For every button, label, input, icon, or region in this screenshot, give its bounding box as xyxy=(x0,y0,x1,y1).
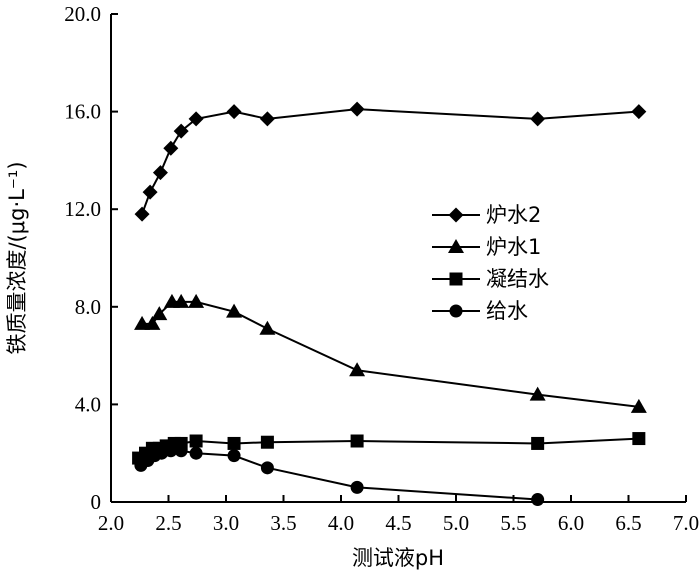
series-triangle xyxy=(134,293,647,413)
data-point-square xyxy=(227,436,241,450)
data-point-square xyxy=(189,434,203,448)
legend-item: 炉水1 xyxy=(432,235,541,259)
data-point-square xyxy=(260,435,274,449)
data-point-triangle xyxy=(188,293,205,308)
series-square xyxy=(132,432,646,465)
data-point-square xyxy=(531,436,545,450)
data-point-diamond xyxy=(173,123,189,139)
data-point-diamond xyxy=(188,111,204,127)
x-tick-label: 5.0 xyxy=(443,511,469,535)
data-point-circle xyxy=(227,449,241,463)
data-point-diamond xyxy=(530,111,546,127)
y-axis-title: 铁质量浓度/(μg·L⁻¹) xyxy=(5,161,29,354)
data-point-circle xyxy=(189,446,203,460)
data-point-triangle xyxy=(144,315,161,330)
y-tick-label: 12.0 xyxy=(64,197,101,221)
data-point-diamond xyxy=(226,104,242,120)
x-tick-label: 3.0 xyxy=(213,511,239,535)
x-tick-label: 4.5 xyxy=(385,511,411,535)
y-tick-label: 4.0 xyxy=(75,392,101,416)
y-ticks: 0 4.0 8.0 12.0 16.0 20.0 xyxy=(64,2,118,514)
x-tick-label: 2.5 xyxy=(155,511,181,535)
legend-label: 炉水1 xyxy=(486,235,541,259)
data-point-diamond xyxy=(349,101,365,117)
legend-marker-square xyxy=(449,272,463,286)
legend-label: 凝结水 xyxy=(486,267,549,291)
series-circle xyxy=(134,444,545,507)
y-tick-label: 20.0 xyxy=(64,2,101,26)
series-line-circle xyxy=(140,449,538,501)
legend-item: 给水 xyxy=(432,299,528,323)
data-point-diamond xyxy=(152,165,168,181)
series-line-diamond xyxy=(141,108,639,215)
data-point-triangle xyxy=(349,362,366,377)
x-tick-label: 2.0 xyxy=(98,511,124,535)
x-tick-label: 5.5 xyxy=(500,511,526,535)
legend-marker-triangle xyxy=(448,239,464,253)
data-point-triangle xyxy=(529,386,546,401)
data-point-diamond xyxy=(163,140,179,156)
legend-item: 凝结水 xyxy=(432,267,549,291)
data-point-triangle xyxy=(134,315,151,330)
data-point-square xyxy=(632,432,646,446)
y-tick-label: 0 xyxy=(91,490,102,514)
data-point-circle xyxy=(350,480,364,494)
x-tick-label: 6.5 xyxy=(615,511,641,535)
data-point-triangle xyxy=(151,306,168,321)
x-tick-label: 3.5 xyxy=(270,511,296,535)
data-point-diamond xyxy=(142,184,158,200)
data-point-triangle xyxy=(173,293,190,308)
y-tick-label: 16.0 xyxy=(64,100,101,124)
axes xyxy=(110,14,686,503)
data-point-diamond xyxy=(134,206,150,222)
series-layer xyxy=(132,101,647,507)
data-point-triangle xyxy=(630,398,647,413)
legend-label: 给水 xyxy=(486,299,528,323)
y-tick-label: 8.0 xyxy=(75,295,101,319)
data-point-circle xyxy=(260,461,274,475)
series-diamond xyxy=(134,101,647,222)
data-point-triangle xyxy=(259,320,276,335)
x-tick-label: 7.0 xyxy=(673,511,699,535)
data-point-diamond xyxy=(631,104,647,120)
x-ticks: 2.0 2.5 3.0 3.5 4.0 4.5 5.0 5.5 6.0 6.5 7.0 xyxy=(98,495,699,535)
data-point-square xyxy=(350,434,364,448)
series-line-triangle xyxy=(142,300,639,408)
data-point-circle xyxy=(164,444,178,458)
data-point-circle xyxy=(531,493,545,507)
data-point-triangle xyxy=(226,303,243,318)
legend-marker-circle xyxy=(449,304,463,318)
x-tick-label: 4.0 xyxy=(328,511,354,535)
x-tick-label: 6.0 xyxy=(558,511,584,535)
data-point-circle xyxy=(174,444,188,458)
data-point-diamond xyxy=(259,111,275,127)
legend-item: 炉水2 xyxy=(432,203,541,227)
legend-marker-diamond xyxy=(448,207,464,223)
x-axis-title: 测试液pH xyxy=(352,546,444,570)
legend-label: 炉水2 xyxy=(486,203,541,227)
